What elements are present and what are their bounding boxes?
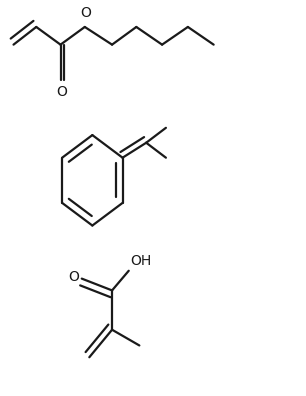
Text: O: O	[57, 85, 67, 99]
Text: O: O	[80, 6, 91, 20]
Text: OH: OH	[130, 253, 151, 268]
Text: O: O	[68, 270, 79, 284]
